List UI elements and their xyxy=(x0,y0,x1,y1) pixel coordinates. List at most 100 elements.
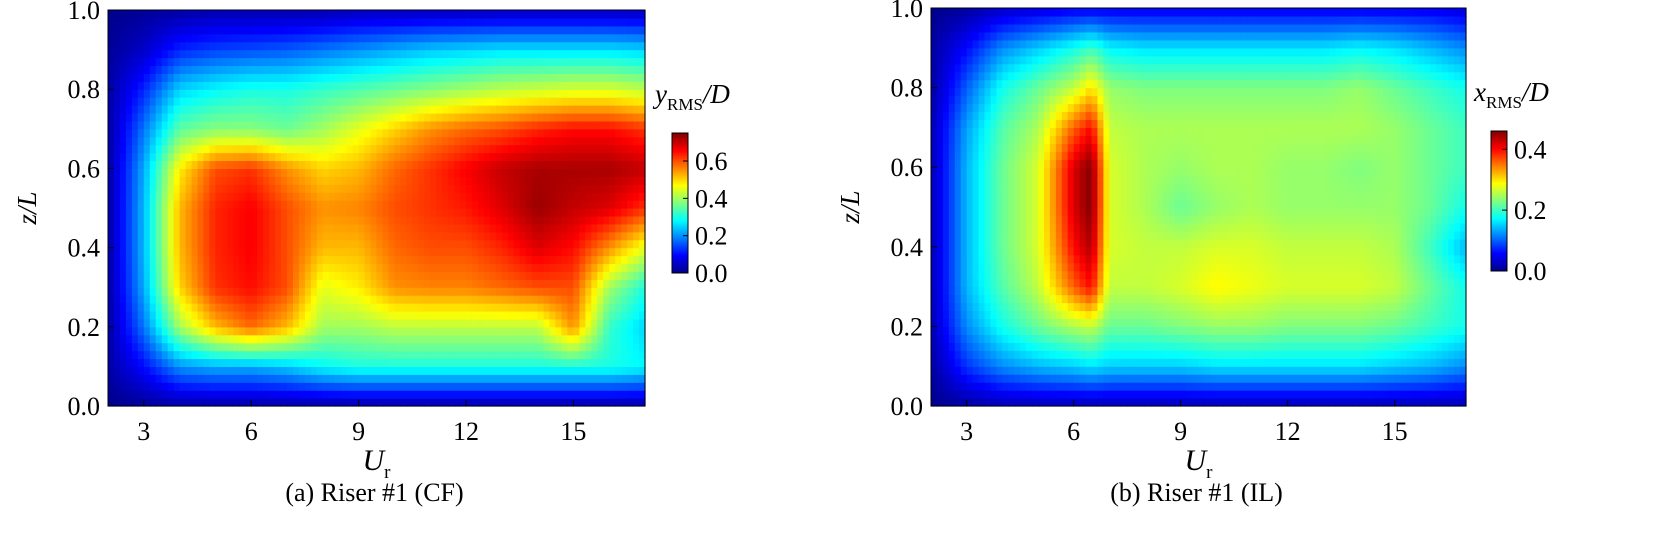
heatmap-cell xyxy=(287,192,294,201)
heatmap-cell xyxy=(257,255,264,265)
heatmap-cell xyxy=(370,334,378,344)
heatmap-cell xyxy=(1109,366,1116,375)
heatmap-cell xyxy=(310,223,318,233)
heatmap-cell xyxy=(340,184,348,193)
heatmap-cell xyxy=(257,287,264,296)
heatmap-cell xyxy=(179,390,187,399)
heatmap-cell xyxy=(137,342,145,352)
heatmap-cell xyxy=(221,215,228,225)
heatmap-cell xyxy=(131,358,139,367)
heatmap-cell xyxy=(287,295,294,304)
heatmap-cell xyxy=(227,334,234,344)
heatmap-cell xyxy=(119,398,127,407)
heatmap-cell xyxy=(346,374,354,383)
heatmap-cell xyxy=(424,334,431,344)
heatmap-cell xyxy=(263,255,270,265)
heatmap-cell xyxy=(388,366,395,375)
heatmap-cell xyxy=(442,65,449,74)
heatmap-cell xyxy=(382,144,390,154)
heatmap-cell xyxy=(131,231,139,241)
heatmap-cell xyxy=(573,215,580,225)
heatmap-cell xyxy=(125,128,133,138)
heatmap-cell xyxy=(191,239,199,249)
heatmap-cell xyxy=(173,239,181,249)
heatmap-cell xyxy=(1097,366,1104,375)
heatmap-cell xyxy=(549,398,557,407)
heatmap-cell xyxy=(185,49,193,59)
heatmap-cell xyxy=(221,350,228,360)
heatmap-cell xyxy=(143,231,151,241)
heatmap-cell xyxy=(460,271,467,280)
heatmap-cell xyxy=(245,223,252,233)
heatmap-cell xyxy=(555,112,563,122)
panel-a-plot-frame xyxy=(107,9,646,407)
heatmap-cell xyxy=(352,318,360,328)
heatmap-cell xyxy=(382,295,390,304)
heatmap-cell xyxy=(633,10,640,19)
heatmap-cell xyxy=(525,176,533,185)
heatmap-cell xyxy=(1240,398,1247,407)
heatmap-cell xyxy=(489,295,497,304)
heatmap-cell xyxy=(471,112,479,122)
heatmap-cell xyxy=(298,160,306,169)
heatmap-cell xyxy=(537,97,545,106)
heatmap-cell xyxy=(483,152,491,162)
heatmap-cell xyxy=(233,120,240,130)
heatmap-cell xyxy=(561,17,569,27)
heatmap-cell xyxy=(334,303,342,312)
heatmap-cell xyxy=(555,295,563,304)
heatmap-cell xyxy=(376,350,384,360)
heatmap-cell xyxy=(376,33,384,43)
heatmap-cell xyxy=(448,184,455,193)
heatmap-cell xyxy=(340,358,348,367)
heatmap-cell xyxy=(209,200,216,209)
heatmap-cell xyxy=(471,390,479,399)
heatmap-cell xyxy=(215,192,222,201)
heatmap-cell xyxy=(233,350,240,360)
heatmap-cell xyxy=(346,279,354,288)
heatmap-cell xyxy=(537,73,545,82)
heatmap-cell xyxy=(1079,390,1087,399)
heatmap-cell xyxy=(209,295,216,304)
heatmap-cell xyxy=(203,208,211,217)
heatmap-cell xyxy=(310,310,318,320)
heatmap-cell xyxy=(334,342,342,352)
heatmap-cell xyxy=(1032,382,1039,391)
heatmap-cell xyxy=(358,247,366,257)
heatmap-cell xyxy=(615,97,622,106)
heatmap-cell xyxy=(251,73,258,82)
heatmap-cell xyxy=(483,33,491,43)
panel-a-y-ticks: 0.00.20.40.60.81.0 xyxy=(68,0,114,421)
heatmap-cell xyxy=(215,279,222,288)
heatmap-cell xyxy=(257,295,264,304)
heatmap-cell xyxy=(161,128,169,138)
heatmap-cell xyxy=(1293,398,1301,407)
heatmap-cell xyxy=(406,255,413,265)
heatmap-cell xyxy=(555,128,563,138)
heatmap-cell xyxy=(257,97,264,106)
heatmap-cell xyxy=(567,41,574,51)
heatmap-cell xyxy=(322,89,330,98)
heatmap-cell xyxy=(400,318,407,328)
heatmap-cell xyxy=(292,366,300,375)
heatmap-cell xyxy=(621,25,628,35)
heatmap-cell xyxy=(119,208,127,217)
heatmap-cell xyxy=(483,326,491,336)
heatmap-cell xyxy=(352,184,360,193)
heatmap-cell xyxy=(215,231,222,241)
heatmap-cell xyxy=(436,358,443,367)
heatmap-cell xyxy=(358,279,366,288)
heatmap-cell xyxy=(1293,374,1301,383)
heatmap-cell xyxy=(221,144,228,154)
heatmap-cell xyxy=(543,366,551,375)
heatmap-cell xyxy=(430,200,437,209)
heatmap-cell xyxy=(263,215,270,225)
heatmap-cell xyxy=(537,247,545,257)
heatmap-cell xyxy=(131,271,139,280)
heatmap-cell xyxy=(1156,390,1164,399)
heatmap-cell xyxy=(466,176,473,185)
heatmap-cell xyxy=(113,398,121,407)
heatmap-cell xyxy=(495,255,503,265)
heatmap-cell xyxy=(1317,390,1324,399)
heatmap-cell xyxy=(269,231,276,241)
